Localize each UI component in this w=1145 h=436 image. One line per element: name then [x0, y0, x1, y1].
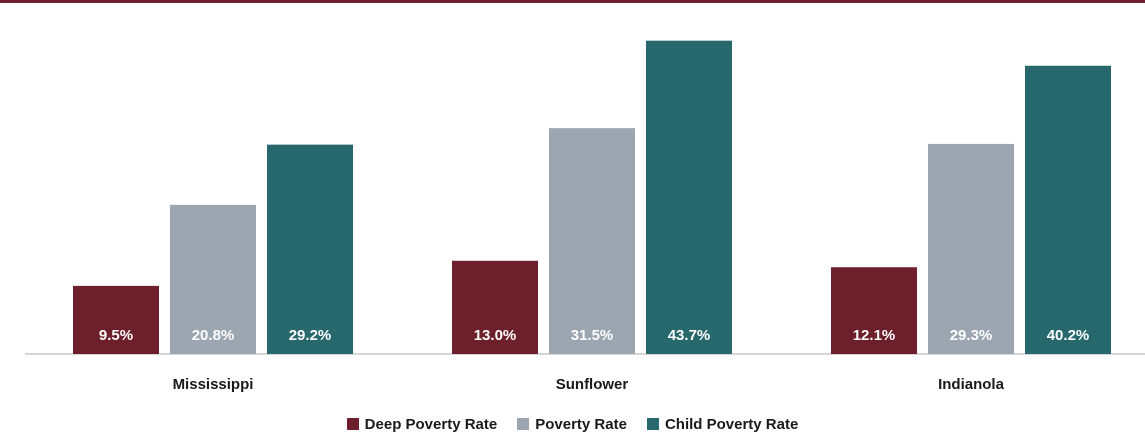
data-label-child-poverty-rate-mississippi: 29.2%	[289, 327, 332, 344]
category-label-mississippi: Mississippi	[173, 376, 254, 393]
legend-label-child-poverty: Child Poverty Rate	[664, 415, 799, 433]
legend-item-child-poverty: Child Poverty Rate	[646, 415, 799, 433]
category-label-indianola: Indianola	[938, 376, 1004, 393]
bar-child-poverty-rate-mississippi	[267, 144, 353, 354]
data-label-deep-poverty-rate-mississippi: 9.5%	[99, 327, 133, 344]
bar-deep-poverty-rate-sunflower	[452, 260, 538, 354]
data-label-poverty-rate-indianola: 29.3%	[950, 327, 993, 344]
bar-child-poverty-rate-indianola	[1025, 65, 1111, 355]
bar-poverty-rate-indianola	[928, 143, 1014, 354]
bar-deep-poverty-rate-indianola	[831, 267, 917, 354]
legend-item-poverty: Poverty Rate	[517, 416, 627, 433]
bar-deep-poverty-rate-mississippi	[73, 285, 159, 354]
bar-poverty-rate-sunflower	[549, 128, 635, 354]
data-label-child-poverty-rate-indianola: 40.2%	[1047, 327, 1090, 344]
legend-swatch-poverty	[517, 418, 530, 430]
data-label-child-poverty-rate-sunflower: 43.7%	[668, 327, 711, 344]
legend-swatch-child-poverty	[646, 418, 659, 430]
bar-child-poverty-rate-sunflower	[646, 40, 732, 355]
data-label-poverty-rate-mississippi: 20.8%	[192, 327, 235, 344]
top-rule	[0, 0, 1145, 3]
legend-swatch-deep-poverty	[346, 418, 359, 430]
data-label-poverty-rate-sunflower: 31.5%	[571, 327, 614, 344]
legend-item-deep-poverty: Deep Poverty Rate	[346, 415, 498, 433]
legend-label-poverty: Poverty Rate	[535, 415, 627, 433]
bar-chart: 9.5% 20.8% 29.2% Mississippi 13.0% 31.5% 43.7%…	[25, 40, 1145, 393]
legend-label-deep-poverty: Deep Poverty Rate	[364, 415, 498, 433]
legend: Deep Poverty Rate Poverty Rate Child Pov…	[0, 412, 1145, 436]
category-label-sunflower: Sunflower	[556, 376, 629, 393]
data-label-deep-poverty-rate-indianola: 12.1%	[853, 327, 896, 344]
data-label-deep-poverty-rate-sunflower: 13.0%	[474, 327, 517, 344]
bar-poverty-rate-mississippi	[170, 204, 256, 354]
